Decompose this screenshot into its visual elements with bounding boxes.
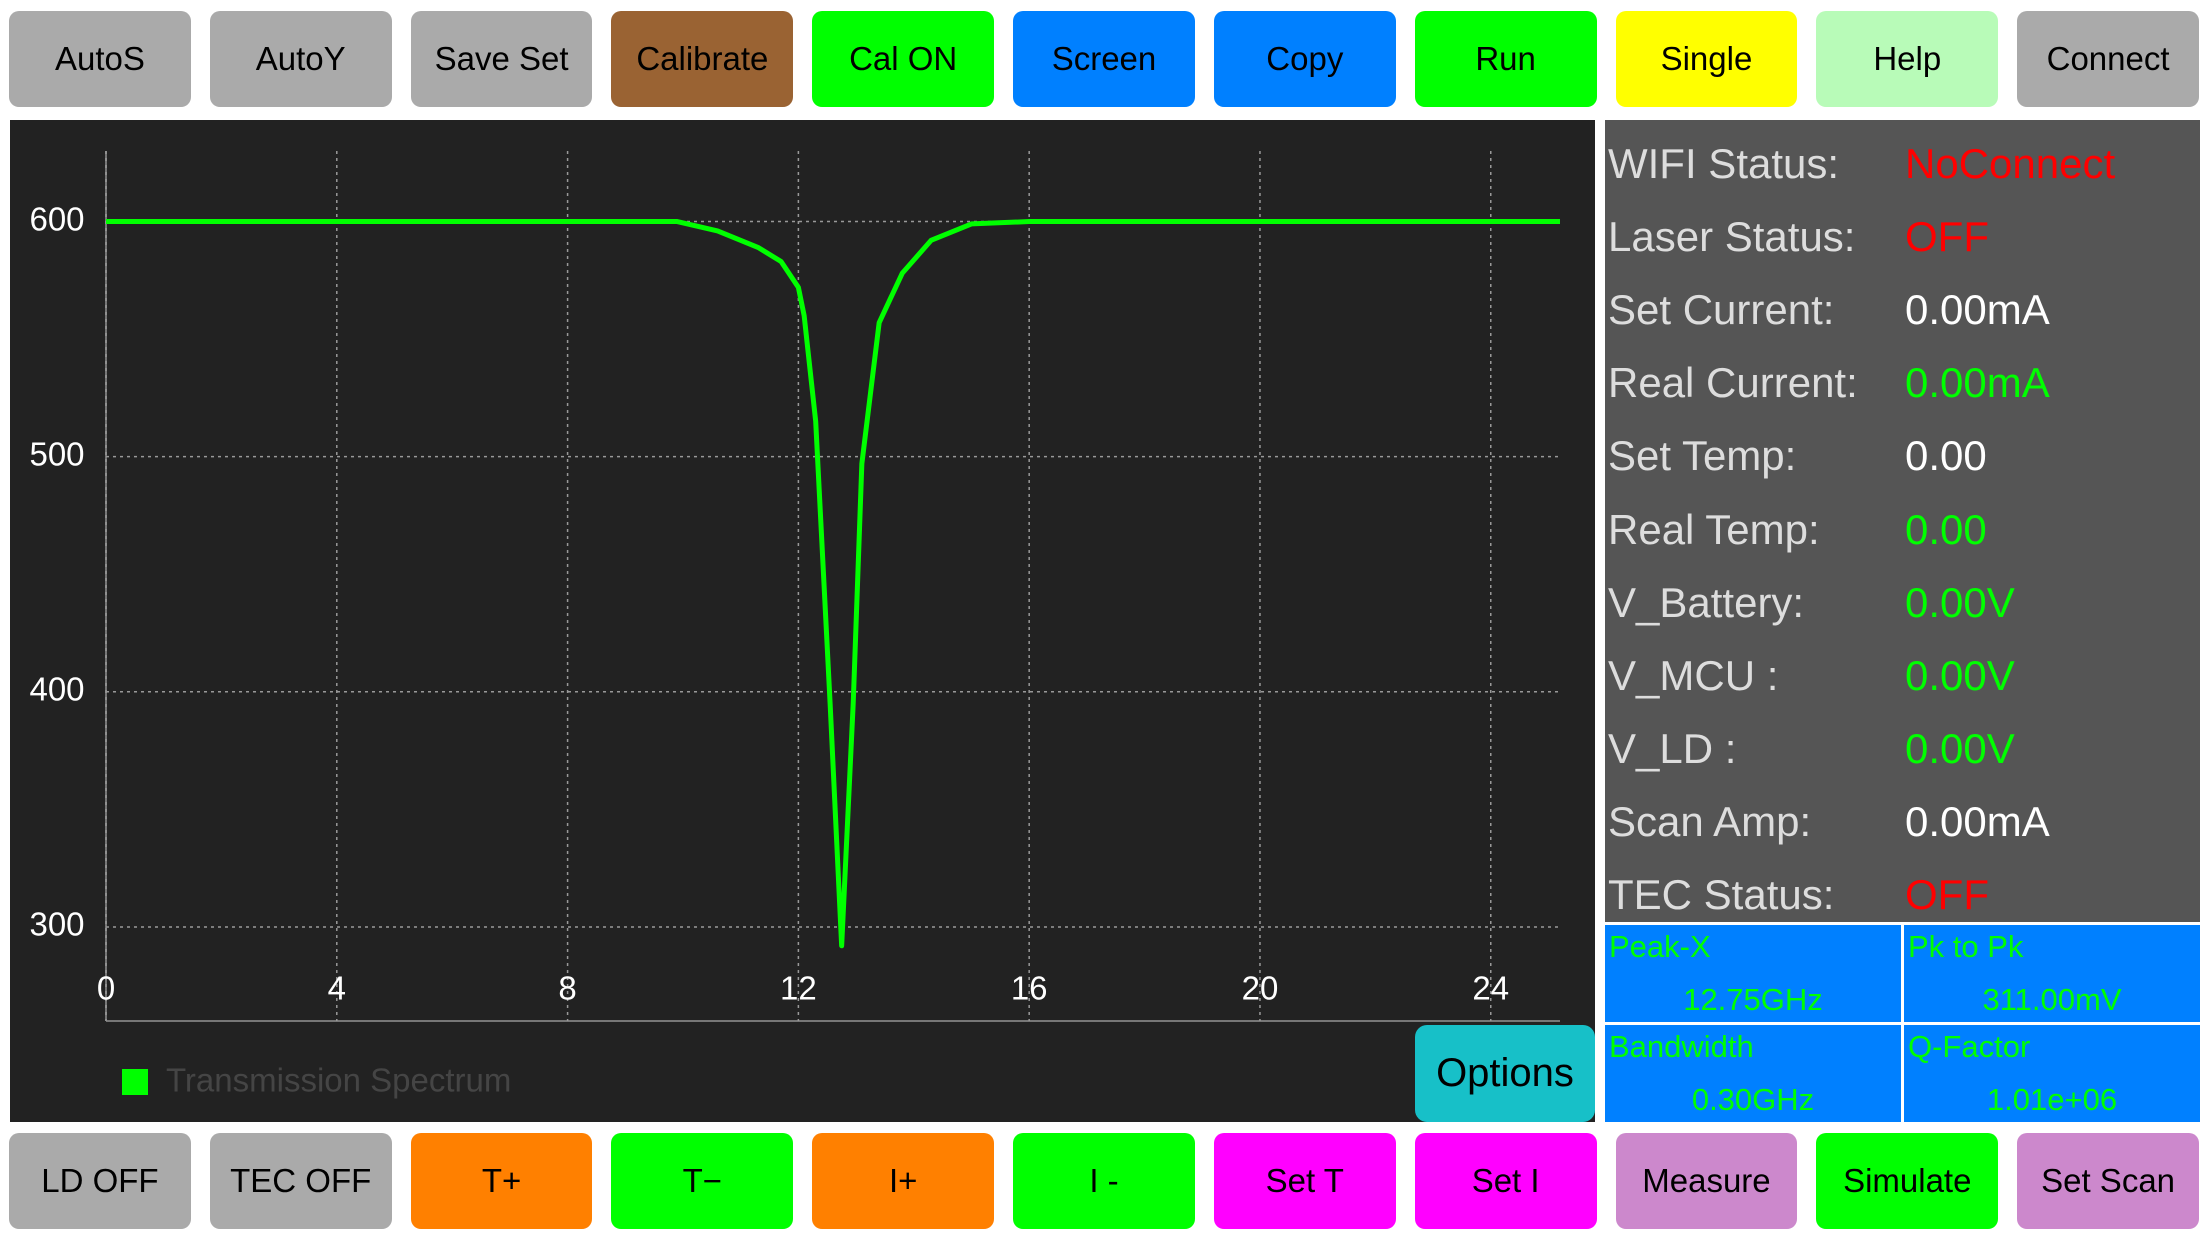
- status-value: 0.00mA: [1905, 286, 2050, 334]
- toolbar-button[interactable]: Set I: [1414, 1133, 1597, 1229]
- status-row: Set Temp: 0.00: [1608, 419, 2198, 492]
- data-line: [106, 219, 1560, 949]
- status-row: Scan Amp: 0.00mA: [1608, 785, 2198, 858]
- x-tick-label: 12: [780, 970, 817, 1007]
- x-tick-label: 0: [97, 970, 115, 1007]
- toolbar-button[interactable]: I -: [1013, 1133, 1195, 1229]
- toolbar-button[interactable]: Save Set: [410, 11, 593, 107]
- status-label: V_Battery:: [1608, 578, 1805, 626]
- measurement-cell: Pk to Pk 311.00mV: [1904, 925, 2200, 1022]
- toolbar-button[interactable]: Single: [1615, 11, 1798, 107]
- status-label: V_LD :: [1608, 724, 1737, 772]
- toolbar-button[interactable]: Set Scan: [2017, 1133, 2199, 1229]
- y-tick-label: 500: [29, 435, 84, 472]
- status-row: V_Battery: 0.00V: [1608, 566, 2198, 639]
- status-row: Laser Status: OFF: [1608, 200, 2198, 273]
- status-label: Set Temp:: [1608, 432, 1797, 480]
- toolbar-button[interactable]: LD OFF: [9, 1133, 191, 1229]
- toolbar-button[interactable]: Calibrate: [611, 11, 794, 107]
- measurement-value: 1.01e+06: [1986, 1082, 2118, 1117]
- toolbar-button[interactable]: T−: [611, 1133, 794, 1229]
- status-label: V_MCU :: [1608, 651, 1779, 699]
- status-row: V_MCU : 0.00V: [1608, 639, 2198, 712]
- status-row: Real Current: 0.00mA: [1608, 346, 2198, 419]
- toolbar-button[interactable]: Help: [1816, 11, 1999, 107]
- toolbar-button[interactable]: Connect: [2017, 11, 2199, 107]
- toolbar-button[interactable]: Cal ON: [812, 11, 995, 107]
- status-row: Set Current: 0.00mA: [1608, 273, 2198, 346]
- status-value: 0.00mA: [1905, 359, 2050, 407]
- toolbar-button[interactable]: AutoS: [9, 11, 191, 107]
- legend-swatch: [122, 1069, 148, 1095]
- status-value: 0.00V: [1905, 578, 2015, 626]
- status-value: 0.00: [1905, 505, 1987, 553]
- status-value: 0.00: [1905, 432, 1987, 480]
- status-row: WIFI Status: NoConnect: [1608, 127, 2198, 200]
- status-label: Laser Status:: [1608, 213, 1856, 261]
- toolbar-button[interactable]: Run: [1414, 11, 1597, 107]
- status-label: TEC Status:: [1608, 871, 1835, 918]
- x-tick-label: 20: [1242, 970, 1279, 1007]
- status-label: Real Current:: [1608, 359, 1858, 407]
- y-tick-label: 300: [29, 906, 84, 943]
- measurement-value: 12.75GHz: [1683, 982, 1823, 1017]
- toolbar-button[interactable]: I+: [812, 1133, 995, 1229]
- status-row: Real Temp: 0.00: [1608, 493, 2198, 566]
- x-tick-label: 24: [1472, 970, 1509, 1007]
- measurement-label: Pk to Pk: [1908, 929, 2024, 964]
- y-tick-label: 600: [29, 200, 84, 237]
- toolbar-button[interactable]: Measure: [1615, 1133, 1798, 1229]
- chart: 300 400 500 600 0 4 8 12 16 20 24 Transmission Spec…: [29, 151, 1560, 1099]
- status-label: Real Temp:: [1608, 505, 1820, 553]
- measurement-label: Peak-X: [1609, 929, 1711, 964]
- toolbar-button[interactable]: Copy: [1213, 11, 1396, 107]
- toolbar-button[interactable]: TEC OFF: [209, 1133, 392, 1229]
- top-toolbar: AutoS AutoY Save Set Calibrate Cal ON Screen C…: [9, 11, 2199, 107]
- measurement-value: 311.00mV: [1982, 982, 2122, 1017]
- legend-label: Transmission Spectrum: [166, 1062, 511, 1099]
- status-row: V_LD : 0.00V: [1608, 712, 2198, 785]
- status-value: 0.00V: [1905, 651, 2015, 699]
- measurement-value: 0.30GHz: [1691, 1082, 1815, 1117]
- status-label: Scan Amp:: [1608, 797, 1812, 845]
- bottom-toolbar: LD OFF TEC OFF T+ T− I+ I - Set T Set I Measure S…: [9, 1133, 2199, 1229]
- chart-panel: 300 400 500 600 0 4 8 12 16 20 24 Transmission Spec…: [10, 120, 1595, 1122]
- y-tick-label: 400: [29, 671, 84, 708]
- measurement-cell: Bandwidth 0.30GHz: [1605, 1025, 1901, 1122]
- measurement-cell: Q-Factor 1.01e+06: [1904, 1025, 2200, 1122]
- measurement-cell: Peak-X 12.75GHz: [1605, 925, 1901, 1022]
- status-row: TEC Status: OFF: [1608, 858, 2198, 931]
- x-tick-label: 8: [558, 970, 576, 1007]
- measurement-panel: Peak-X 12.75GHz Pk to Pk 311.00mV Bandwidth 0…: [1605, 925, 2200, 1122]
- options-button[interactable]: Options: [1415, 1025, 1595, 1122]
- toolbar-button[interactable]: Set T: [1213, 1133, 1396, 1229]
- x-tick-label: 16: [1011, 970, 1048, 1007]
- toolbar-button[interactable]: Simulate: [1816, 1133, 1999, 1229]
- status-label: WIFI Status:: [1608, 140, 1840, 187]
- measurement-label: Q-Factor: [1908, 1029, 2031, 1064]
- status-value: 0.00V: [1905, 724, 2015, 772]
- measurement-label: Bandwidth: [1609, 1029, 1754, 1064]
- x-tick-label: 4: [328, 970, 346, 1007]
- status-panel: WIFI Status: NoConnect Laser Status: OFF Set…: [1605, 120, 2200, 922]
- toolbar-button[interactable]: Screen: [1013, 11, 1195, 107]
- status-label: Set Current:: [1608, 286, 1835, 334]
- status-value: OFF: [1905, 871, 1989, 918]
- status-value: NoConnect: [1905, 140, 2116, 187]
- status-value: 0.00mA: [1905, 797, 2050, 845]
- status-value: OFF: [1905, 213, 1989, 261]
- toolbar-button[interactable]: T+: [410, 1133, 593, 1229]
- toolbar-button[interactable]: AutoY: [209, 11, 392, 107]
